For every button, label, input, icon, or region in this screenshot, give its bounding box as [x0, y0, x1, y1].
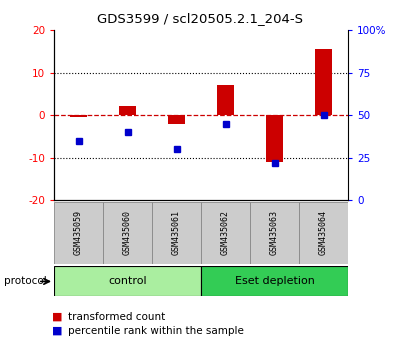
Bar	[54, 202, 103, 264]
Text: protocol: protocol	[4, 276, 47, 286]
Text: transformed count: transformed count	[68, 312, 165, 322]
Text: GSM435060: GSM435060	[123, 210, 132, 255]
Text: ■: ■	[52, 312, 62, 322]
Bar	[119, 106, 136, 115]
Text: GSM435062: GSM435062	[221, 210, 230, 255]
Text: Eset depletion: Eset depletion	[234, 275, 314, 286]
Bar	[103, 202, 152, 264]
Text: GSM435063: GSM435063	[270, 210, 279, 255]
Text: control: control	[108, 275, 147, 286]
Bar	[201, 202, 250, 264]
Bar	[217, 85, 234, 115]
Bar	[168, 115, 185, 124]
Bar	[299, 202, 348, 264]
Text: GDS3599 / scl20505.2.1_204-S: GDS3599 / scl20505.2.1_204-S	[97, 12, 303, 25]
Bar	[152, 202, 201, 264]
Text: ■: ■	[52, 326, 62, 336]
Text: GSM435061: GSM435061	[172, 210, 181, 255]
Bar	[315, 49, 332, 115]
Bar	[201, 266, 348, 296]
Text: percentile rank within the sample: percentile rank within the sample	[68, 326, 244, 336]
Bar	[250, 202, 299, 264]
Text: GSM435059: GSM435059	[74, 210, 83, 255]
Bar	[70, 115, 87, 117]
Bar	[266, 115, 283, 162]
Bar	[54, 266, 201, 296]
Text: GSM435064: GSM435064	[319, 210, 328, 255]
